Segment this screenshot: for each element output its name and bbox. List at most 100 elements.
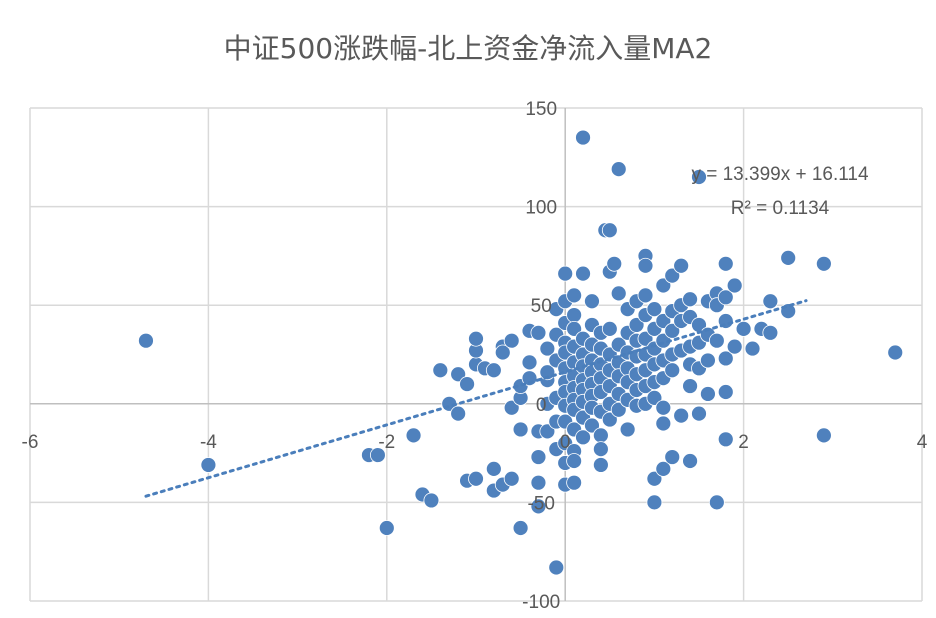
data-point-190 [708, 332, 725, 349]
data-point-204 [762, 293, 779, 310]
data-point-3 [369, 447, 386, 463]
data-point-178 [682, 453, 698, 469]
data-point-24 [494, 344, 511, 361]
data-point-152 [646, 470, 663, 487]
data-point-28 [512, 520, 529, 536]
data-point-26 [503, 399, 520, 416]
data-point-109 [601, 320, 618, 337]
tick-labels: -6 -4 -2 0 2 4 -100 -50 0 50 100 150 [22, 99, 928, 613]
data-point-51 [548, 559, 565, 576]
data-point-8 [432, 362, 449, 379]
data-point-172 [673, 407, 690, 424]
data-point-131 [628, 317, 645, 333]
data-point-166 [664, 362, 681, 379]
data-point-151 [646, 389, 663, 406]
data-point-27 [503, 470, 520, 487]
data-point-76 [566, 453, 583, 469]
data-point-122 [610, 401, 627, 418]
data-point-192 [717, 255, 734, 272]
data-point-183 [691, 405, 707, 422]
data-point-115 [606, 255, 623, 272]
data-point-21 [485, 460, 502, 477]
data-point-168 [673, 257, 690, 274]
data-point-173 [682, 291, 698, 308]
x-tick-label-5: 4 [917, 432, 928, 453]
data-point-187 [700, 386, 716, 402]
trendline-equation: y = 13.399x + 16.114 [691, 164, 869, 185]
data-point-32 [521, 354, 538, 371]
data-point-206 [780, 249, 797, 266]
data-point-138 [637, 257, 654, 274]
data-point-179 [691, 169, 707, 185]
data-point-104 [592, 441, 609, 458]
data-point-65 [566, 287, 583, 304]
data-point-19 [485, 362, 502, 379]
data-point-96 [584, 417, 600, 434]
data-point-79 [575, 265, 591, 282]
data-point-201 [744, 340, 761, 357]
data-point-196 [717, 384, 734, 400]
data-point-160 [655, 415, 672, 432]
trendline [144, 299, 808, 498]
data-point-164 [664, 322, 681, 339]
data-point-159 [655, 399, 672, 416]
data-point-67 [566, 320, 583, 337]
data-point-191 [708, 494, 725, 511]
data-point-199 [726, 338, 743, 355]
data-point-146 [646, 301, 663, 318]
data-point-17 [468, 330, 484, 347]
data-point-195 [717, 350, 734, 367]
data-points [138, 129, 904, 576]
x-tick-label-4: 2 [738, 432, 749, 453]
data-point-198 [726, 277, 743, 294]
data-point-139 [637, 287, 654, 304]
data-point-141 [637, 330, 654, 347]
y-tick-label-3: 50 [531, 296, 552, 317]
data-point-4 [378, 520, 395, 536]
data-point-186 [700, 352, 716, 369]
data-point-208 [815, 427, 832, 444]
data-point-87 [575, 429, 591, 446]
data-point-7 [423, 492, 440, 509]
gridlines [29, 107, 923, 602]
data-point-0 [138, 332, 154, 349]
data-point-36 [530, 498, 547, 515]
data-point-25 [503, 332, 520, 349]
x-tick-label-2: -2 [378, 432, 395, 453]
data-point-88 [584, 293, 600, 310]
data-point-153 [646, 494, 663, 511]
data-point-209 [887, 344, 904, 361]
data-point-12 [468, 470, 484, 487]
data-point-117 [610, 285, 627, 302]
data-point-1 [200, 457, 217, 473]
data-point-38 [530, 449, 547, 465]
data-point-161 [655, 460, 672, 477]
x-tick-label-3: 0 [560, 432, 571, 453]
trendline-r-squared: R² = 0.1134 [731, 198, 830, 219]
trendline-group [144, 299, 808, 498]
data-point-203 [762, 324, 779, 341]
chart-title: 中证500涨跌幅-北上资金净流入量MA2 [224, 32, 713, 65]
y-tick-label-4: 100 [525, 198, 557, 219]
data-point-31 [512, 421, 529, 438]
data-point-167 [664, 449, 681, 465]
data-point-44 [539, 423, 556, 440]
data-point-52 [557, 265, 574, 282]
data-point-154 [655, 277, 672, 294]
y-tick-label-1: -50 [527, 493, 554, 514]
x-tick-label-1: -4 [200, 432, 217, 453]
data-point-200 [735, 320, 752, 337]
data-point-10 [450, 405, 467, 422]
data-point-13 [450, 366, 467, 383]
data-point-35 [530, 324, 547, 341]
data-point-116 [610, 161, 627, 178]
data-point-66 [566, 307, 583, 323]
x-tick-label-0: -6 [22, 432, 39, 453]
data-point-177 [682, 378, 698, 394]
y-tick-label-2: 0 [536, 395, 547, 416]
data-point-155 [655, 313, 672, 329]
y-tick-label-5: 150 [525, 99, 557, 120]
data-point-129 [619, 421, 636, 438]
y-tick-label-0: -100 [522, 592, 560, 613]
